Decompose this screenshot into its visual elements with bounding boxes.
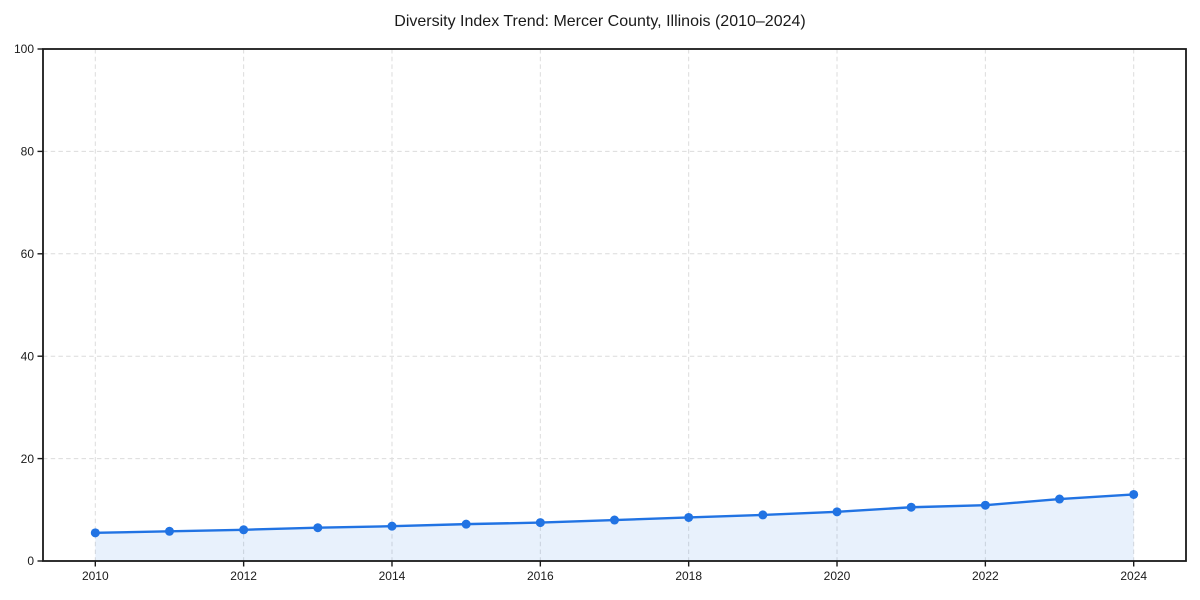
y-tick-label: 60 [21, 247, 35, 261]
data-point [980, 500, 990, 510]
data-point [1129, 489, 1139, 499]
plot-border [42, 48, 1187, 562]
data-point [90, 528, 100, 538]
y-tick-label: 20 [21, 452, 35, 466]
data-point [164, 526, 174, 536]
x-tick-label: 2010 [82, 569, 109, 583]
x-tick-label: 2014 [379, 569, 406, 583]
data-point [313, 523, 323, 533]
data-point [758, 510, 768, 520]
data-point [387, 521, 397, 531]
x-tick-label: 2024 [1120, 569, 1147, 583]
x-tick-label: 2018 [675, 569, 702, 583]
chart-title: Diversity Index Trend: Mercer County, Il… [394, 13, 806, 30]
x-tick-label: 2016 [527, 569, 554, 583]
area-fill [95, 494, 1134, 561]
data-point [1055, 494, 1065, 504]
x-tick-label: 2020 [824, 569, 851, 583]
x-tick-label: 2022 [972, 569, 999, 583]
data-point [239, 525, 249, 535]
y-tick-label: 80 [21, 145, 35, 159]
x-tick-label: 2012 [230, 569, 257, 583]
y-tick-label: 100 [14, 42, 34, 56]
data-point [906, 502, 916, 512]
y-tick-label: 40 [21, 349, 35, 363]
data-point [684, 512, 694, 522]
data-point [832, 507, 842, 517]
data-point [610, 515, 619, 525]
y-tick-label: 0 [27, 554, 34, 568]
data-point [535, 518, 545, 528]
data-point [461, 519, 471, 529]
